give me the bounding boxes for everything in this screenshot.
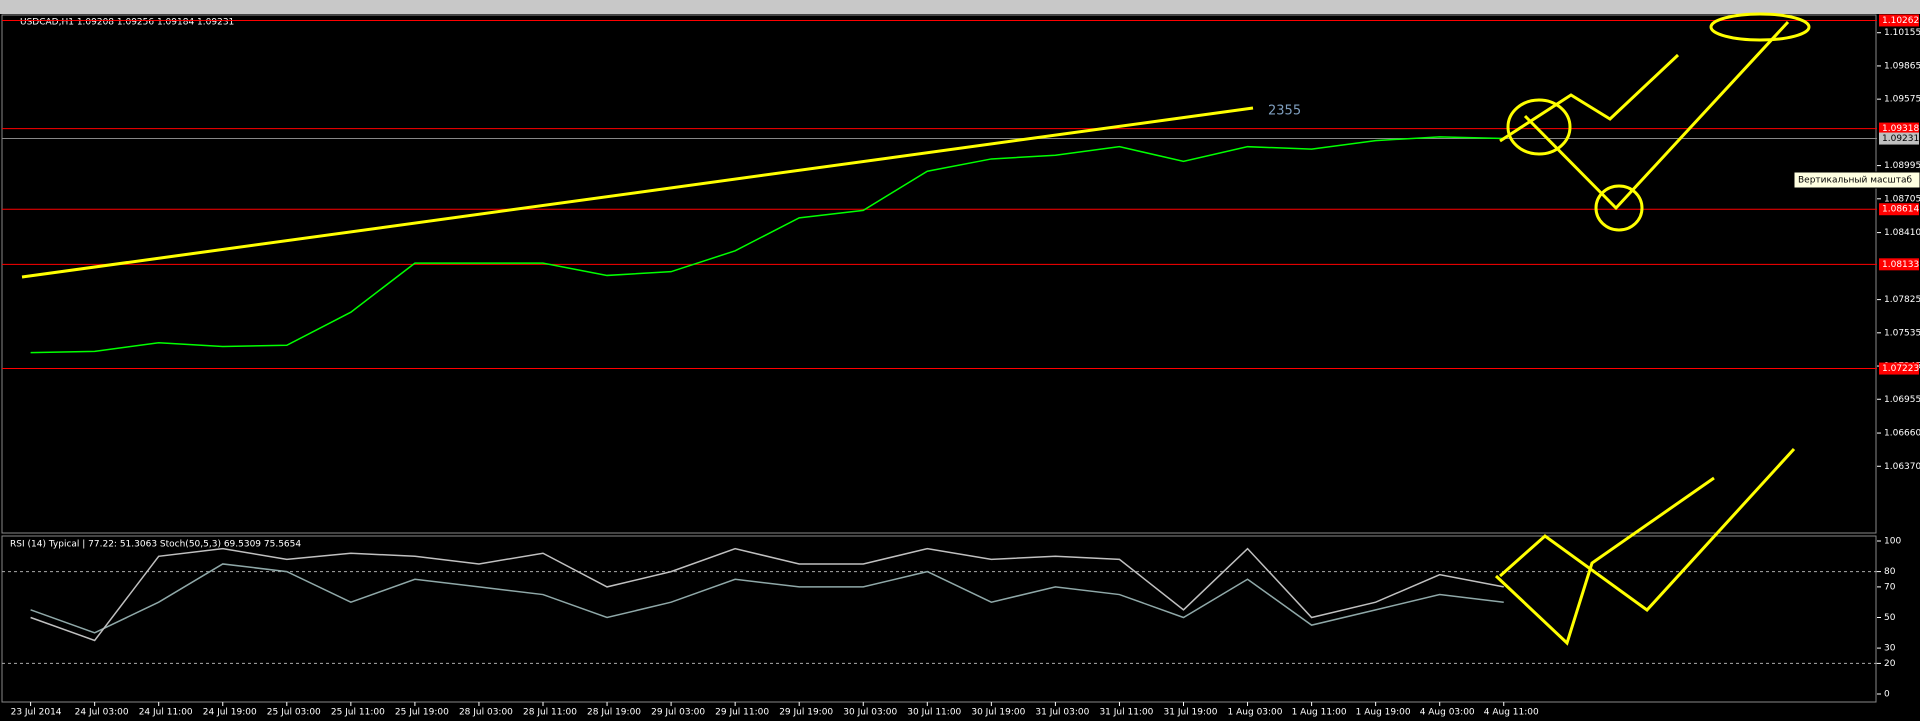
x-tick-label: 25 Jul 19:00 — [395, 708, 449, 718]
level-label: 1.10262 — [1882, 16, 1919, 26]
level-label: 1.08133 — [1882, 260, 1919, 270]
x-tick-label: 4 Aug 11:00 — [1484, 708, 1539, 718]
x-tick-label: 29 Jul 03:00 — [651, 708, 705, 718]
y-tick-label: 1.10155 — [1884, 28, 1920, 38]
x-tick-label: 23 Jul 2014 — [11, 708, 62, 718]
x-tick-label: 4 Aug 03:00 — [1420, 708, 1475, 718]
level-box — [1879, 203, 1919, 216]
y-tick-label: 1.08705 — [1884, 194, 1920, 204]
x-tick-label: 1 Aug 11:00 — [1292, 708, 1347, 718]
x-tick-label: 24 Jul 19:00 — [203, 708, 257, 718]
y-tick-label: 0 — [1884, 690, 1890, 700]
zigzag — [1494, 476, 1715, 646]
y-tick-label: 80 — [1884, 567, 1896, 577]
toolbar — [0, 0, 1920, 14]
x-tick-label: 30 Jul 19:00 — [971, 708, 1025, 718]
y-tick-label: 1.06660 — [1884, 429, 1920, 439]
x-tick-label: 1 Aug 03:00 — [1228, 708, 1283, 718]
y-tick-label: 1.06955 — [1884, 395, 1920, 405]
x-tick-label: 31 Jul 03:00 — [1035, 708, 1089, 718]
x-tick-label: 31 Jul 11:00 — [1099, 708, 1153, 718]
y-tick-label: 1.09865 — [1884, 61, 1920, 71]
x-tick-label: 31 Jul 19:00 — [1164, 708, 1218, 718]
y-tick-label: 1.08995 — [1884, 161, 1920, 171]
series-line — [30, 563, 1504, 634]
level-box — [1879, 362, 1919, 375]
x-tick-label: 30 Jul 03:00 — [843, 708, 897, 718]
x-tick-label: 29 Jul 19:00 — [779, 708, 833, 718]
x-tick-label: 24 Jul 11:00 — [139, 708, 193, 718]
level-label: 1.09318 — [1882, 124, 1919, 134]
y-tick-label: 1.06370 — [1884, 462, 1920, 472]
level-box — [1879, 122, 1919, 135]
indicator-pane — [1, 535, 1877, 703]
tooltip-text: Вертикальный масштаб — [1798, 176, 1912, 186]
x-tick-label: 29 Jul 11:00 — [715, 708, 769, 718]
level-label: 1.07223 — [1882, 364, 1919, 374]
x-tick-label: 28 Jul 19:00 — [587, 708, 641, 718]
x-tick-label: 28 Jul 11:00 — [523, 708, 577, 718]
indicator-title: RSI (14) Typical | 77.22: 51.3063 Stoch(… — [10, 540, 301, 550]
y-tick-label: 30 — [1884, 644, 1896, 654]
drawings — [21, 12, 1811, 646]
x-tick-label: 30 Jul 11:00 — [907, 708, 961, 718]
tooltip — [1793, 171, 1920, 189]
price-label: 1.09231 — [1882, 134, 1919, 144]
x-tick-label: 25 Jul 11:00 — [331, 708, 385, 718]
y-tick-label: 1.07825 — [1884, 295, 1920, 305]
trend-line — [21, 106, 1254, 279]
series-line — [30, 547, 1504, 642]
x-tick-label: 1 Aug 19:00 — [1356, 708, 1411, 718]
price-box — [1879, 132, 1919, 145]
main-pane — [1, 14, 1877, 534]
x-tick-label: 25 Jul 03:00 — [267, 708, 321, 718]
circle — [1594, 184, 1644, 232]
x-tick-label: 28 Jul 03:00 — [459, 708, 513, 718]
y-tick-label: 50 — [1884, 613, 1896, 623]
zigzag — [1499, 53, 1680, 143]
annotation: 2355 — [1268, 104, 1301, 119]
y-tick-label: 20 — [1884, 659, 1896, 669]
y-tick-label: 1.09575 — [1884, 95, 1920, 105]
y-tick-label: 70 — [1884, 582, 1896, 592]
y-tick-label: 1.08410 — [1884, 228, 1920, 238]
series-line — [30, 136, 1504, 354]
y-tick-label: 100 — [1884, 537, 1901, 547]
level-box — [1879, 14, 1919, 27]
x-tick-label: 24 Jul 03:00 — [75, 708, 129, 718]
level-label: 1.08614 — [1882, 205, 1919, 215]
zigzag — [1523, 20, 1790, 211]
chart-title: USDCAD,H1 1.09208 1.09256 1.09184 1.0923… — [20, 18, 234, 28]
zigzag — [1499, 447, 1796, 613]
circle — [1506, 98, 1572, 156]
circle — [1709, 12, 1811, 42]
level-box — [1879, 258, 1919, 271]
y-tick-label: 1.07535 — [1884, 328, 1920, 338]
